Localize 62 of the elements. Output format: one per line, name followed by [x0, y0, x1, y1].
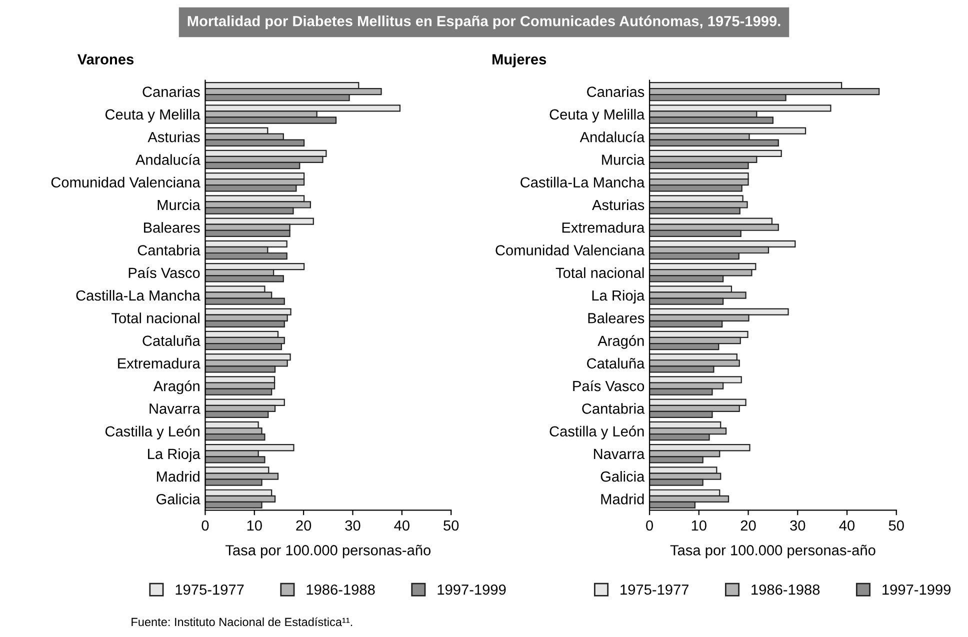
- y-tick-label: Extremadura: [562, 222, 645, 233]
- y-tick-label: Navarra: [594, 448, 645, 460]
- y-tick-label: Aragón: [153, 380, 200, 394]
- y-tick-label: Ceuta y Melilla: [105, 108, 200, 123]
- y-tick-label: Madrid: [601, 494, 644, 504]
- y-tick-label: Madrid: [156, 471, 200, 482]
- source-note: Fuente: Instituto Nacional de Estadística¹¹.: [132, 617, 352, 626]
- legend-label: 1975-1977: [176, 584, 244, 595]
- y-tick-label: Asturias: [148, 132, 200, 142]
- legend-label: 1986-1988: [306, 584, 375, 595]
- y-tick-label: Total nacional: [556, 267, 644, 278]
- y-tick-label: Comunidad Valenciana: [496, 244, 645, 256]
- y-tick-label: Ceuta y Melilla: [550, 108, 645, 123]
- y-tick-label: Cataluña: [142, 335, 200, 346]
- x-axis-title: Tasa por 100.000 personas-año: [226, 544, 431, 558]
- x-tick-label: 20: [296, 520, 312, 531]
- y-tick-label: Cantabria: [582, 403, 645, 414]
- x-tick-label: 30: [790, 520, 806, 531]
- y-tick-label: Murcia: [158, 199, 200, 210]
- y-tick-label: Canarias: [142, 86, 200, 98]
- y-tick-label: Castilla-La Mancha: [520, 176, 645, 188]
- x-axis-title: Tasa por 100.000 personas-año: [670, 544, 876, 558]
- y-tick-label: Murcia: [602, 154, 645, 165]
- y-tick-label: Navarra: [150, 404, 200, 414]
- x-tick-label: 50: [444, 520, 459, 531]
- y-tick-label: Galicia: [600, 471, 645, 482]
- y-tick-label: País Vasco: [573, 380, 644, 392]
- y-tick-label: Castilla y León: [550, 426, 644, 440]
- y-tick-label: Canarias: [587, 86, 644, 98]
- x-tick-label: 30: [345, 520, 360, 531]
- y-tick-label: Castilla y León: [105, 426, 200, 440]
- x-tick-label: 0: [646, 520, 654, 531]
- y-tick-label: Baleares: [144, 222, 200, 233]
- y-tick-label: Baleares: [588, 312, 644, 324]
- x-tick-label: 0: [202, 520, 209, 531]
- legend-label: 1975-1977: [620, 584, 688, 595]
- y-tick-label: Castilla-La Mancha: [76, 290, 200, 301]
- x-tick-label: 40: [394, 520, 410, 531]
- y-tick-label: Andalucía: [580, 131, 645, 142]
- y-tick-label: La Rioja: [592, 290, 645, 304]
- text: Mujeres: [492, 54, 546, 68]
- y-tick-label: Cataluña: [587, 358, 645, 369]
- x-tick-label: 50: [888, 520, 904, 531]
- y-tick-label: Andalucía: [136, 154, 200, 165]
- x-tick-label: 20: [740, 520, 756, 531]
- y-tick-label: Aragón: [598, 335, 644, 349]
- y-tick-label: Total nacional: [112, 312, 200, 324]
- x-tick-label: 40: [839, 520, 855, 531]
- y-tick-label: Galicia: [156, 494, 200, 504]
- y-tick-label: País Vasco: [128, 267, 200, 278]
- text: Mortalidad por Diabetes Mellitus en España por Comunicades Autónomas, 1975-1999.: [188, 15, 780, 30]
- chart-subtitle: Varones: [77, 54, 134, 64]
- y-tick-label: La Rioja: [148, 448, 200, 462]
- x-tick-label: 10: [692, 520, 706, 531]
- legend-label: 1997-1999: [438, 584, 506, 595]
- y-tick-label: Cantabria: [138, 244, 200, 256]
- y-tick-label: Extremadura: [118, 358, 200, 369]
- y-tick-label: Asturias: [592, 199, 644, 210]
- legend-label: 1986-1988: [752, 584, 820, 595]
- legend-label: 1997-1999: [882, 584, 951, 595]
- x-tick-label: 10: [247, 520, 262, 531]
- y-tick-label: Comunidad Valenciana: [51, 176, 200, 188]
